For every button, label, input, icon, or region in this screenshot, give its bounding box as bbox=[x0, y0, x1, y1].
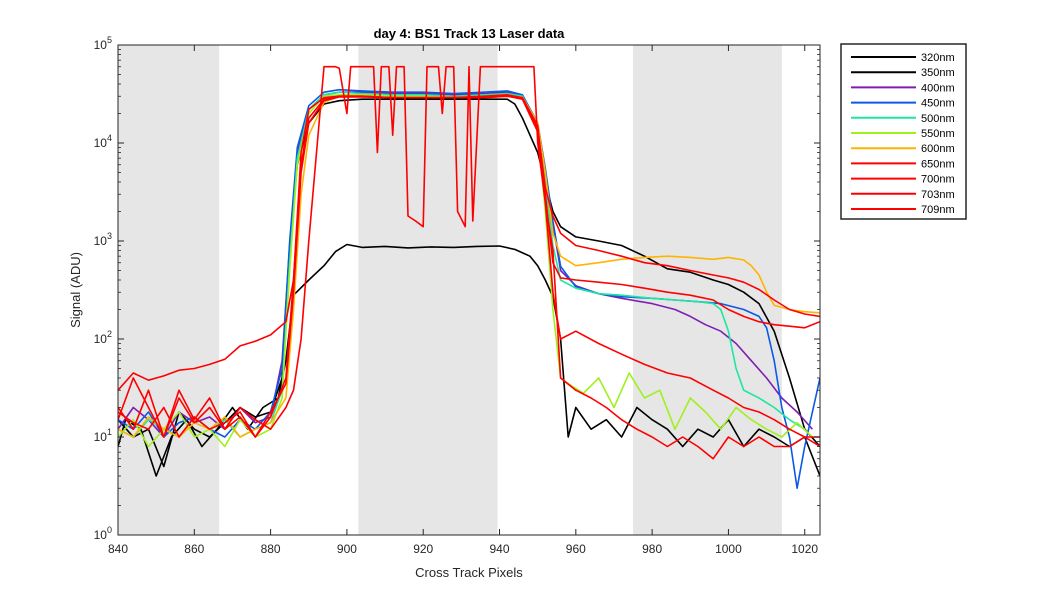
series-line-709nm bbox=[118, 65, 820, 460]
legend-entry-400nm: 400nm bbox=[851, 82, 955, 94]
x-tick-label: 980 bbox=[642, 542, 662, 556]
legend-label: 703nm bbox=[921, 189, 955, 201]
legend-label: 550nm bbox=[921, 128, 955, 140]
legend-entry-550nm: 550nm bbox=[851, 128, 955, 140]
shaded-region-1 bbox=[358, 45, 498, 535]
legend-label: 320nm bbox=[921, 52, 955, 64]
y-tick-label: 103 bbox=[94, 231, 112, 248]
y-tick-label: 105 bbox=[94, 35, 112, 52]
y-tick-label: 101 bbox=[94, 427, 112, 444]
legend-entry-500nm: 500nm bbox=[851, 113, 955, 125]
legend-entry-350nm: 350nm bbox=[851, 67, 955, 79]
legend-entry-320nm: 320nm bbox=[851, 52, 955, 64]
legend-items: 320nm 350nm 400nm 450nm 500nm 550nm 600nm 650nm… bbox=[851, 52, 955, 216]
legend-label: 400nm bbox=[921, 82, 955, 94]
legend-label: 500nm bbox=[921, 113, 955, 125]
y-ticks: 100 101 102 103 104 105 bbox=[94, 35, 820, 542]
series-lines bbox=[118, 65, 820, 489]
x-axis-label: Cross Track Pixels bbox=[415, 565, 523, 580]
legend-label: 700nm bbox=[921, 174, 955, 186]
y-tick-label: 100 bbox=[94, 525, 112, 542]
series-line-500nm bbox=[118, 91, 806, 438]
legend-entry-700nm: 700nm bbox=[851, 174, 955, 186]
y-tick-label: 104 bbox=[94, 133, 112, 150]
legend-label: 650nm bbox=[921, 158, 955, 170]
x-ticks: 840 860 880 900 920 940 960 980 1000 1020 bbox=[108, 45, 818, 556]
legend-entry-450nm: 450nm bbox=[851, 98, 955, 110]
x-tick-label: 860 bbox=[184, 542, 204, 556]
x-tick-label: 880 bbox=[261, 542, 281, 556]
y-tick-label: 102 bbox=[94, 329, 112, 346]
x-tick-label: 960 bbox=[566, 542, 586, 556]
legend-entry-600nm: 600nm bbox=[851, 143, 955, 155]
x-tick-label: 1020 bbox=[791, 542, 818, 556]
legend-label: 450nm bbox=[921, 98, 955, 110]
legend-entry-709nm: 709nm bbox=[851, 204, 955, 216]
x-tick-label: 1000 bbox=[715, 542, 742, 556]
shaded-regions bbox=[118, 45, 782, 535]
legend-entry-703nm: 703nm bbox=[851, 189, 955, 201]
legend: 320nm 350nm 400nm 450nm 500nm 550nm 600nm 650nm… bbox=[840, 43, 967, 220]
legend-label: 350nm bbox=[921, 67, 955, 79]
chart-title: day 4: BS1 Track 13 Laser data bbox=[374, 26, 566, 41]
series-line-320nm bbox=[118, 243, 820, 477]
legend-label: 709nm bbox=[921, 204, 955, 216]
plot-frame bbox=[117, 44, 821, 536]
series-line-450nm bbox=[118, 88, 820, 489]
x-tick-label: 920 bbox=[413, 542, 433, 556]
shaded-region-0 bbox=[118, 45, 220, 535]
y-axis-label: Signal (ADU) bbox=[68, 252, 83, 328]
x-tick-label: 940 bbox=[490, 542, 510, 556]
legend-entry-650nm: 650nm bbox=[851, 158, 955, 170]
x-tick-label: 840 bbox=[108, 542, 128, 556]
legend-label: 600nm bbox=[921, 143, 955, 155]
x-tick-label: 900 bbox=[337, 542, 357, 556]
